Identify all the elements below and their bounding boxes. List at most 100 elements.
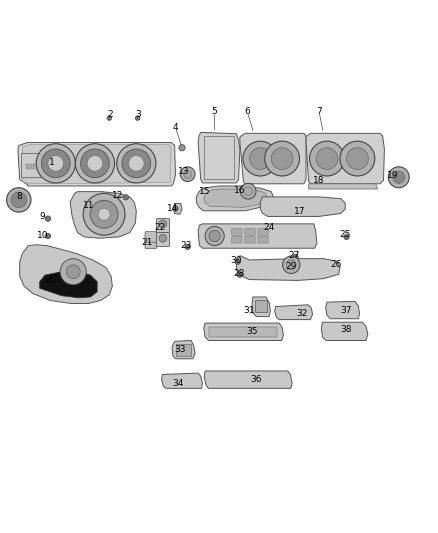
Text: 13: 13: [177, 167, 189, 176]
Circle shape: [42, 149, 70, 177]
Polygon shape: [172, 341, 195, 359]
Text: 15: 15: [199, 187, 211, 196]
Circle shape: [81, 149, 110, 177]
Text: 32: 32: [296, 309, 307, 318]
Text: 17: 17: [294, 207, 305, 216]
Text: 28: 28: [233, 269, 244, 278]
FancyBboxPatch shape: [145, 232, 156, 242]
Text: 18: 18: [313, 176, 325, 185]
Text: 1: 1: [49, 158, 54, 166]
Bar: [208, 327, 277, 337]
Text: 33: 33: [174, 345, 186, 354]
Text: 38: 38: [340, 325, 352, 334]
Circle shape: [11, 192, 27, 208]
FancyBboxPatch shape: [156, 232, 170, 246]
Polygon shape: [198, 224, 317, 248]
Polygon shape: [204, 189, 267, 207]
Polygon shape: [40, 272, 97, 298]
Circle shape: [209, 230, 220, 241]
Circle shape: [346, 148, 368, 169]
Circle shape: [316, 148, 338, 169]
Text: 31: 31: [243, 306, 254, 316]
Text: 2: 2: [107, 110, 113, 119]
Circle shape: [184, 171, 191, 178]
Circle shape: [159, 235, 167, 242]
FancyBboxPatch shape: [258, 237, 268, 243]
Circle shape: [66, 265, 80, 279]
Polygon shape: [204, 323, 283, 341]
Circle shape: [244, 187, 253, 196]
Circle shape: [340, 141, 375, 176]
Circle shape: [265, 141, 300, 176]
Circle shape: [7, 188, 31, 212]
Bar: [26, 164, 30, 169]
Circle shape: [36, 144, 75, 183]
Text: 30: 30: [231, 256, 242, 265]
Polygon shape: [321, 322, 368, 341]
Polygon shape: [198, 133, 240, 183]
Circle shape: [75, 144, 115, 183]
Circle shape: [98, 208, 110, 220]
Polygon shape: [196, 186, 273, 211]
Bar: [42, 164, 46, 169]
Text: 36: 36: [250, 375, 262, 384]
Text: 8: 8: [16, 192, 21, 201]
Polygon shape: [325, 301, 360, 319]
Text: 27: 27: [288, 251, 300, 260]
Circle shape: [392, 171, 405, 183]
Text: 9: 9: [40, 212, 46, 221]
Text: 23: 23: [180, 241, 192, 250]
Polygon shape: [237, 256, 340, 280]
Circle shape: [286, 260, 296, 270]
Text: 20: 20: [46, 275, 57, 284]
Bar: [37, 164, 41, 169]
Circle shape: [135, 116, 140, 120]
Text: 19: 19: [387, 171, 399, 180]
Circle shape: [389, 167, 409, 188]
FancyBboxPatch shape: [232, 229, 242, 235]
Circle shape: [87, 156, 103, 171]
Polygon shape: [162, 373, 202, 389]
Circle shape: [243, 141, 278, 176]
Circle shape: [310, 141, 344, 176]
Polygon shape: [18, 142, 176, 186]
FancyBboxPatch shape: [156, 219, 170, 232]
FancyBboxPatch shape: [21, 154, 48, 177]
Text: 14: 14: [167, 204, 178, 213]
Text: 29: 29: [285, 262, 297, 271]
Circle shape: [179, 144, 185, 151]
Circle shape: [60, 259, 86, 285]
Circle shape: [205, 227, 224, 246]
Polygon shape: [240, 133, 306, 184]
Text: 37: 37: [340, 305, 352, 314]
Circle shape: [90, 200, 118, 228]
Circle shape: [240, 183, 256, 199]
Text: 24: 24: [263, 223, 275, 232]
Circle shape: [237, 272, 243, 277]
Polygon shape: [22, 144, 171, 184]
Circle shape: [83, 193, 125, 235]
Text: 12: 12: [112, 191, 124, 200]
FancyBboxPatch shape: [258, 229, 268, 235]
FancyBboxPatch shape: [232, 237, 242, 243]
Circle shape: [122, 149, 151, 177]
Circle shape: [344, 235, 349, 239]
Circle shape: [46, 233, 50, 239]
Polygon shape: [252, 297, 270, 317]
Circle shape: [173, 206, 178, 211]
Polygon shape: [306, 133, 385, 184]
FancyBboxPatch shape: [245, 237, 255, 243]
Text: 6: 6: [244, 108, 250, 117]
Text: 10: 10: [37, 231, 49, 240]
Text: 4: 4: [173, 123, 178, 132]
FancyBboxPatch shape: [145, 238, 156, 249]
Circle shape: [107, 116, 112, 120]
Circle shape: [159, 220, 167, 228]
Polygon shape: [173, 204, 182, 214]
FancyBboxPatch shape: [245, 229, 255, 235]
Circle shape: [250, 148, 271, 169]
Circle shape: [271, 148, 293, 169]
Circle shape: [235, 259, 240, 264]
Polygon shape: [309, 184, 378, 189]
Polygon shape: [204, 371, 292, 389]
